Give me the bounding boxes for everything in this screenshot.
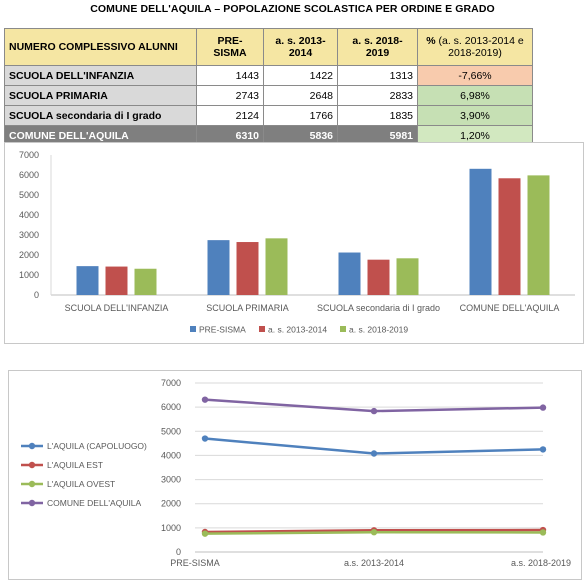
legend-marker <box>28 461 36 469</box>
row-value: 6310 <box>196 125 264 146</box>
row-label: SCUOLA PRIMARIA <box>4 85 197 106</box>
bar <box>265 238 288 295</box>
table-row: SCUOLA DELL'INFANZIA 1443 1422 1313 -7,66% <box>4 65 533 86</box>
bar <box>396 258 419 295</box>
y-tick-label: 4000 <box>19 210 39 220</box>
bar <box>76 266 99 295</box>
legend-label: PRE-SISMA <box>199 325 246 335</box>
row-value: 2648 <box>263 85 338 106</box>
series-point <box>370 529 378 536</box>
table-header-row: NUMERO COMPLESSIVO ALUNNI PRE-SISMA a. s… <box>4 28 533 66</box>
page-title: COMUNE DELL'AQUILA – POPOLAZIONE SCOLAST… <box>90 3 495 15</box>
row-label: SCUOLA secondaria di I grado <box>4 105 197 126</box>
bar <box>498 178 521 295</box>
row-value: 1835 <box>337 105 418 126</box>
header-percent-change: % (a. s. 2013-2014 e 2018-2019) <box>417 28 533 66</box>
legend-label: L'AQUILA OVEST <box>47 479 115 489</box>
row-percent-change: 3,90% <box>417 105 533 126</box>
header-pre-sisma: PRE-SISMA <box>196 28 264 66</box>
y-tick-label: 4000 <box>161 450 181 460</box>
row-value: 1313 <box>337 65 418 86</box>
x-category-label: SCUOLA PRIMARIA <box>206 303 289 313</box>
table-row: SCUOLA PRIMARIA 2743 2648 2833 6,98% <box>4 85 533 106</box>
x-tick-label: a.s. 2013-2014 <box>344 558 404 568</box>
row-label: SCUOLA DELL'INFANZIA <box>4 65 197 86</box>
y-tick-label: 7000 <box>19 150 39 160</box>
header-2013-2014: a. s. 2013-2014 <box>263 28 338 66</box>
bar <box>367 259 390 295</box>
row-percent-change: 1,20% <box>417 125 533 146</box>
y-tick-label: 0 <box>34 290 39 300</box>
y-tick-label: 6000 <box>19 170 39 180</box>
series-point <box>539 404 547 411</box>
bar-chart-svg: 0 1000 2000 3000 4000 5000 6000 7000 SCUOLA DELL… <box>19 150 575 335</box>
y-tick-label: 3000 <box>19 230 39 240</box>
row-value: 2124 <box>196 105 264 126</box>
legend-label: L'AQUILA EST <box>47 460 103 470</box>
legend-swatch <box>190 326 196 332</box>
series-point <box>201 435 209 442</box>
row-value: 5836 <box>263 125 338 146</box>
y-tick-label: 1000 <box>19 270 39 280</box>
row-percent-change: -7,66% <box>417 65 533 86</box>
bar <box>105 266 128 295</box>
legend-label: a. s. 2018-2019 <box>349 325 408 335</box>
series-point <box>539 446 547 453</box>
x-tick-label: a.s. 2018-2019 <box>511 558 571 568</box>
y-tick-label: 2000 <box>161 499 181 509</box>
bar <box>207 240 230 295</box>
population-table: NUMERO COMPLESSIVO ALUNNI PRE-SISMA a. s… <box>4 28 533 146</box>
legend-label: a. s. 2013-2014 <box>268 325 327 335</box>
legend-marker <box>28 442 36 450</box>
header-2018-2019: a. s. 2018-2019 <box>337 28 418 66</box>
x-category-label: SCUOLA secondaria di I grado <box>317 303 440 313</box>
header-percent-symbol: % <box>426 35 436 47</box>
legend-swatch <box>259 326 265 332</box>
legend-label: COMUNE DELL'AQUILA <box>47 498 142 508</box>
line-chart-svg: 0 1000 2000 3000 4000 5000 6000 7000 PRE-SISMA a.… <box>21 378 571 568</box>
series-point <box>370 407 378 415</box>
row-value: 2743 <box>196 85 264 106</box>
line-chart: 0 1000 2000 3000 4000 5000 6000 7000 PRE-SISMA a.… <box>8 370 582 580</box>
y-tick-label: 1000 <box>161 523 181 533</box>
y-tick-label: 5000 <box>19 190 39 200</box>
series-point <box>201 396 209 403</box>
row-label: COMUNE DELL'AQUILA <box>4 125 197 146</box>
y-tick-label: 7000 <box>161 378 181 388</box>
legend-marker <box>28 480 36 488</box>
bar <box>469 168 492 295</box>
legend-swatch <box>340 326 346 332</box>
row-percent-change: 6,98% <box>417 85 533 106</box>
legend-marker <box>28 499 36 507</box>
x-category-label: COMUNE DELL'AQUILA <box>460 303 560 313</box>
y-tick-label: 3000 <box>161 475 181 485</box>
series-point <box>370 450 378 457</box>
x-tick-label: PRE-SISMA <box>170 558 220 568</box>
bar <box>527 175 550 295</box>
series-point <box>539 529 547 536</box>
x-category-label: SCUOLA DELL'INFANZIA <box>65 303 169 313</box>
bar <box>338 252 361 295</box>
y-tick-label: 6000 <box>161 402 181 412</box>
row-value: 1766 <box>263 105 338 126</box>
y-tick-label: 5000 <box>161 426 181 436</box>
row-value: 1443 <box>196 65 264 86</box>
header-total-students: NUMERO COMPLESSIVO ALUNNI <box>4 28 197 66</box>
table-row: COMUNE DELL'AQUILA 6310 5836 5981 1,20% <box>4 125 533 146</box>
bar <box>134 268 157 295</box>
row-value: 2833 <box>337 85 418 106</box>
table-row: SCUOLA secondaria di I grado 2124 1766 1835… <box>4 105 533 126</box>
legend-label: L'AQUILA (CAPOLUOGO) <box>47 441 147 451</box>
row-value: 1422 <box>263 65 338 86</box>
y-tick-label: 2000 <box>19 250 39 260</box>
series-point <box>201 530 209 537</box>
bar-chart: 0 1000 2000 3000 4000 5000 6000 7000 SCUOLA DELL… <box>4 142 584 344</box>
y-tick-label: 0 <box>176 547 181 557</box>
bar <box>236 242 259 295</box>
header-percent-text: (a. s. 2013-2014 e 2018-2019) <box>435 35 524 59</box>
